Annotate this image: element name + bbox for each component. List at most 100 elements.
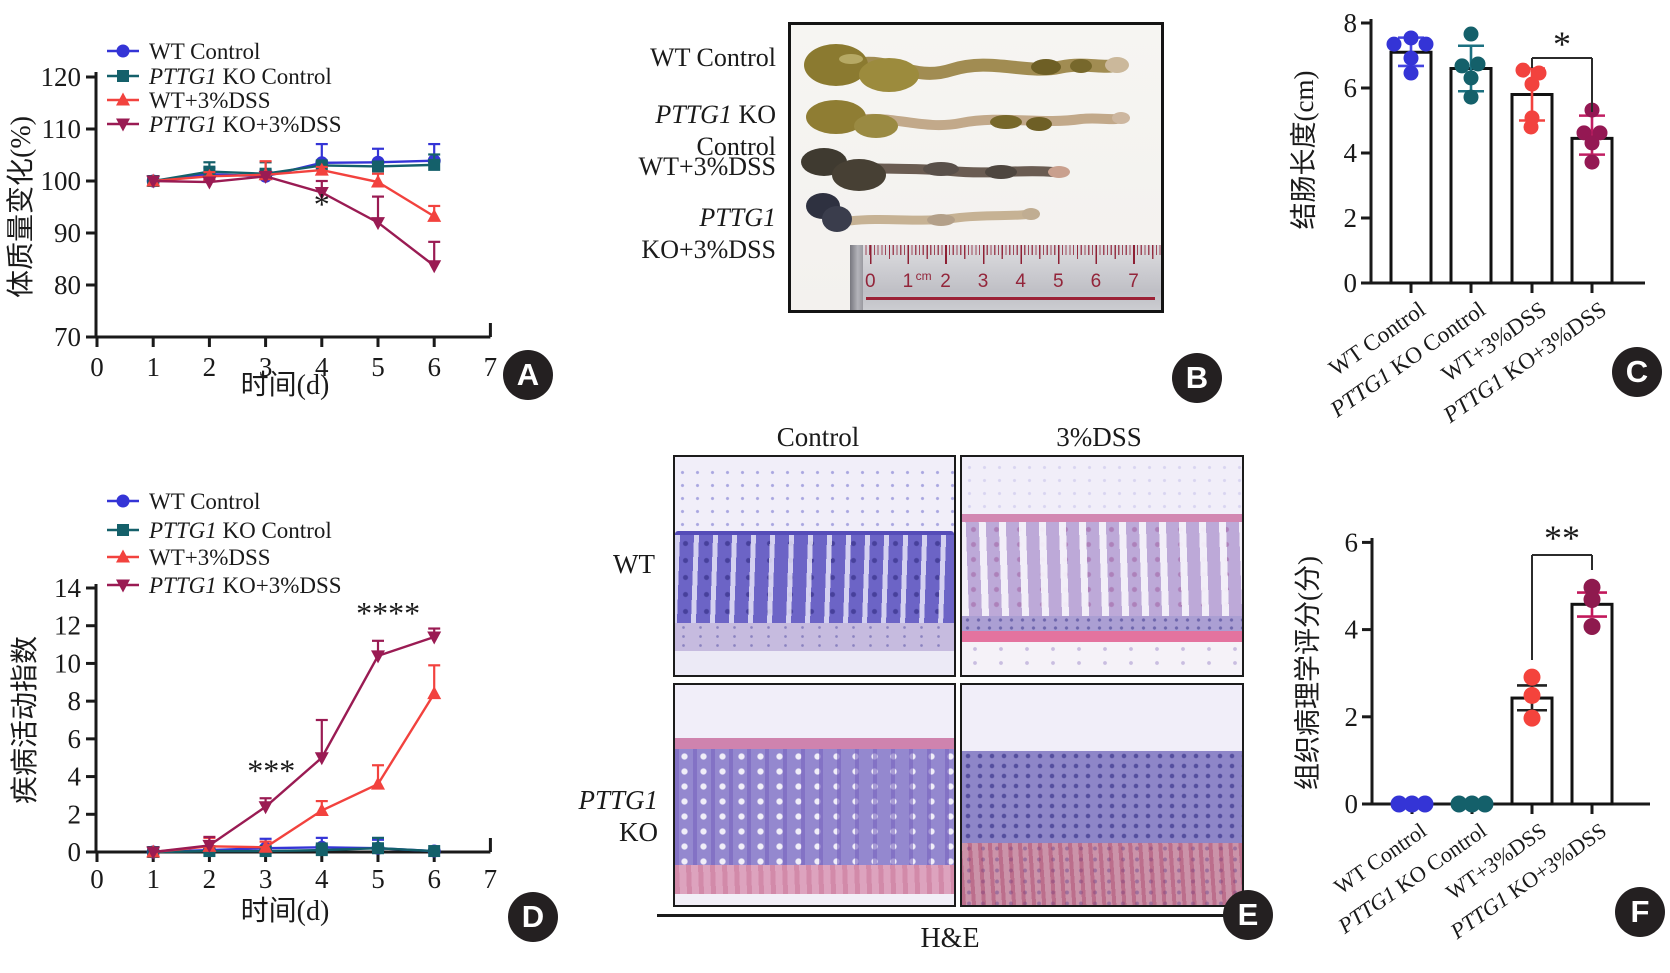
y-tick-label: 2: [1345, 702, 1359, 732]
weight-change-line-chart: 120 110 100 90 80 70 0 1 2 3 4 5 6 7 时间(d) 体质量变化(%) WT C…: [5, 39, 497, 401]
series-PTTG1 KO+3%DSS: [146, 627, 442, 860]
data-point: [1583, 618, 1601, 636]
data-point: [1584, 154, 1600, 170]
x-tick-label: 3: [259, 864, 273, 894]
data-point: [1531, 65, 1547, 81]
x-tick-label: 1: [146, 352, 160, 382]
colon-photo-label: WT+3%DSS: [638, 152, 776, 181]
panel-f-histopathology-score-chart: 6 4 2 0 组织病理学评分(分) WT Control PTTG1 KO Control…: [1280, 500, 1670, 973]
legend-label: PTTG1 KO+3%DSS: [148, 573, 342, 598]
x-axis-label: 时间(d): [241, 369, 330, 401]
histology-column-header: Control: [776, 422, 860, 452]
significance-annotation: *: [314, 186, 330, 222]
bar: [1389, 50, 1433, 285]
histology-zone: [675, 531, 954, 627]
histology-image-wt-dss: [960, 455, 1244, 677]
ruler-metal-edge: [850, 245, 863, 310]
ruler-number: 5: [1053, 271, 1064, 292]
histology-image-ko-control: [673, 683, 956, 907]
histology-zone: [675, 865, 954, 894]
significance-annotation: **: [1544, 518, 1580, 558]
data-point: [1523, 709, 1541, 727]
y-tick-label: 0: [1344, 268, 1358, 298]
x-axis-label: 时间(d): [241, 895, 330, 927]
y-tick-label: 110: [42, 114, 82, 144]
y-tick-label: 0: [1345, 789, 1359, 819]
histology-column-header: 3%DSS: [1056, 422, 1142, 452]
ruler-number: 7: [1128, 271, 1139, 292]
x-tick-label: 3: [259, 352, 273, 382]
x-tick-label: 0: [90, 864, 104, 894]
histology-zone: [962, 631, 1242, 643]
histology-zone: [675, 465, 954, 532]
histology-zone: [962, 751, 1242, 844]
histology-zone: [675, 622, 954, 651]
panel-badge-f: F: [1615, 887, 1665, 937]
x-tick-label: 1: [146, 864, 160, 894]
data-point: [1515, 62, 1531, 78]
histology-zone: [675, 894, 954, 905]
colon-photo-frame: 0 1 cm 2 3 4 5 6 7: [788, 22, 1164, 313]
y-tick-label: 6: [68, 724, 82, 754]
data-point: [1524, 76, 1540, 92]
data-point: [1476, 795, 1494, 813]
legend-label: PTTG1 KO Control: [148, 64, 332, 89]
data-point: [1418, 36, 1434, 52]
colon-photo-label: WT Control: [650, 43, 776, 72]
panel-e-histology: Control 3%DSS WT PTTG1 KO: [578, 420, 1280, 973]
y-tick-label: 10: [54, 648, 81, 678]
x-tick-label: 4: [315, 864, 329, 894]
y-tick-label: 12: [54, 611, 81, 641]
legend-label: WT Control: [149, 489, 260, 514]
stain-underline: [657, 914, 1242, 917]
panel-c-colon-length-chart: 8 6 4 2 0 结肠长度(cm) WT Control PTTG1 KO Control W…: [1280, 0, 1670, 460]
data-point: [1592, 125, 1608, 141]
ruler-number: 3: [977, 271, 989, 292]
colon-specimen-wt-dss: [801, 148, 1070, 191]
histology-zone: [675, 651, 954, 675]
data-point: [1403, 65, 1419, 81]
ruler-number: 4: [1015, 271, 1026, 292]
x-tick-label: 0: [90, 352, 104, 382]
colon-specimen-ko-control: [806, 100, 1130, 138]
colon-specimen-ko-dss: [806, 193, 1040, 232]
legend-label: PTTG1 KO+3%DSS: [148, 112, 342, 137]
data-point: [1403, 795, 1421, 813]
panel-badge-c: C: [1612, 347, 1662, 397]
x-tick-label: 6: [427, 864, 441, 894]
y-axis-label: 体质量变化(%): [5, 116, 37, 298]
y-axis-label: 结肠长度(cm): [1289, 71, 1319, 230]
y-tick-label: 120: [41, 62, 82, 92]
x-tick-label: 5: [371, 864, 385, 894]
data-point: [1450, 795, 1468, 813]
ruler: 0 1 cm 2 3 4 5 6 7: [850, 245, 1161, 310]
histology-row-label: PTTG1 KO: [578, 785, 658, 847]
histology-image-wt-control: [673, 455, 956, 677]
y-axis-label: 疾病活动指数: [9, 636, 41, 804]
data-point: [1463, 70, 1479, 86]
data-point: [1416, 795, 1434, 813]
histology-row-label: WT: [613, 549, 655, 579]
data-point: [1403, 30, 1419, 46]
ruler-number: 6: [1090, 271, 1102, 292]
histology-zone: [962, 522, 1242, 617]
histology-zone: [962, 513, 1242, 523]
data-point: [1463, 89, 1479, 105]
y-tick-label: 6: [1345, 527, 1359, 557]
ruler-unit-label: cm: [915, 269, 932, 283]
data-point: [1454, 58, 1470, 74]
x-tick-label: 6: [427, 352, 441, 382]
y-tick-label: 90: [54, 218, 81, 248]
histology-zone: [675, 748, 954, 866]
data-point: [1523, 686, 1541, 704]
ruler-number: 2: [940, 271, 951, 292]
x-tick-label: 2: [203, 352, 217, 382]
panel-d-disease-activity-chart: 14 12 10 8 6 4 2 0 0 1 2 3 4 5 6 7 时间(d) 疾病活动指数 WT Control…: [0, 430, 565, 973]
y-tick-label: 2: [68, 799, 82, 829]
histology-image-ko-dss: [960, 683, 1244, 907]
data-point: [1583, 591, 1601, 609]
y-tick-label: 6: [1344, 73, 1358, 103]
data-point: [1523, 119, 1539, 135]
